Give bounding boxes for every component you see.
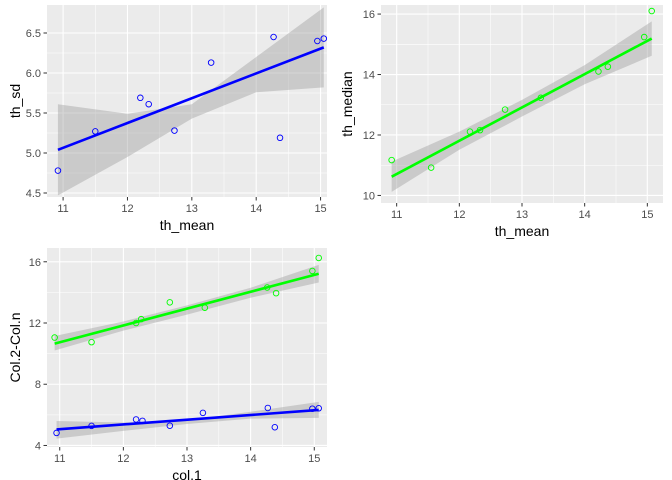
data-point-green [466, 128, 474, 135]
panel-col2-coln-vs-col1: 11 12 13 14 15 4 8 12 16 col.1 Col.2-Col.n [7, 248, 327, 480]
x-axis-title: th_mean [495, 223, 549, 239]
x-tick-label: 12 [453, 209, 465, 221]
data-point-green [132, 319, 140, 327]
x-axis-title: th_mean [160, 217, 214, 233]
data-point-blue [132, 416, 140, 423]
data-point-blue [315, 405, 322, 412]
data-point-blue [270, 33, 277, 41]
y-axis-title: th_sd [7, 84, 23, 118]
y-tick-label: 10 [363, 190, 375, 202]
y-tick-label: 5.5 [26, 108, 41, 120]
data-point-blue [276, 134, 284, 142]
y-tick-label: 16 [29, 257, 41, 269]
data-point-green [201, 304, 209, 311]
data-point-green [501, 106, 509, 113]
y-tick-label: 6.0 [26, 68, 41, 80]
data-point-green [309, 267, 316, 275]
x-tick-label: 14 [250, 203, 262, 215]
x-axis-title: col.1 [172, 467, 202, 480]
data-point-blue [139, 417, 146, 425]
x-tick-label: 14 [579, 209, 591, 221]
data-point-blue [320, 35, 328, 42]
x-tick-label: 13 [516, 209, 528, 221]
x-tick-label: 15 [314, 203, 326, 215]
data-point-blue [264, 404, 272, 412]
data-point-green [604, 63, 612, 70]
data-point-blue [92, 128, 99, 135]
data-point-green [648, 7, 655, 15]
y-tick-label: 8 [35, 379, 41, 391]
y-axis-title: th_median [339, 71, 355, 136]
x-tick-label: 13 [186, 203, 198, 215]
data-point-blue [88, 422, 95, 430]
data-point-green [427, 164, 435, 171]
data-point-blue [53, 429, 60, 437]
data-point-blue [314, 37, 321, 45]
data-point-green [388, 156, 395, 164]
y-tick-label: 6.5 [26, 28, 41, 40]
data-point-blue [166, 422, 174, 429]
data-point-green [166, 299, 174, 306]
x-tick-label: 11 [57, 203, 68, 215]
data-point-green [640, 33, 648, 41]
data-point-blue [199, 409, 207, 417]
x-tick-label: 15 [641, 209, 653, 221]
confidence-band-blue [57, 7, 324, 196]
x-tick-label: 13 [181, 453, 193, 465]
panel-th-sd-vs-th-mean: 11 12 13 14 15 4.5 5.0 5.5 6.0 6.5 th_mean th_sd [7, 5, 328, 233]
data-point-green [51, 334, 58, 341]
data-point-blue [309, 405, 316, 412]
fit-line-blue [57, 46, 325, 152]
x-tick-label: 15 [308, 453, 320, 465]
fit-line-green [54, 272, 320, 345]
data-point-green [476, 126, 484, 134]
x-tick-label: 11 [54, 453, 65, 465]
x-tick-label: 12 [121, 203, 133, 215]
data-point-green [263, 284, 271, 291]
data-point-green [595, 68, 602, 75]
y-tick-label: 4.5 [26, 188, 41, 200]
y-tick-label: 4 [35, 440, 41, 452]
y-axis-title: Col.2-Col.n [7, 312, 23, 382]
y-tick-label: 12 [29, 318, 41, 330]
y-tick-label: 5.0 [26, 148, 41, 160]
y-tick-label: 12 [363, 130, 375, 142]
data-point-green [315, 254, 322, 262]
y-tick-label: 16 [363, 9, 375, 21]
fit-line-green [391, 37, 653, 178]
fit-line-blue [56, 408, 319, 431]
x-tick-label: 14 [245, 453, 257, 465]
data-point-green [272, 289, 280, 297]
x-tick-label: 11 [391, 209, 402, 221]
data-point-blue [145, 100, 152, 108]
data-point-blue [207, 59, 215, 66]
data-point-green [537, 94, 545, 102]
data-point-blue [171, 127, 178, 134]
data-point-green [137, 315, 145, 323]
data-point-green [88, 338, 95, 346]
x-tick-label: 12 [117, 453, 129, 465]
panel-th-median-vs-th-mean: 11 12 13 14 15 10 12 14 16 th_mean th_median [339, 5, 663, 239]
data-point-blue [271, 424, 279, 431]
y-tick-label: 14 [363, 70, 375, 82]
data-point-blue [137, 94, 144, 102]
data-point-blue [54, 167, 62, 174]
